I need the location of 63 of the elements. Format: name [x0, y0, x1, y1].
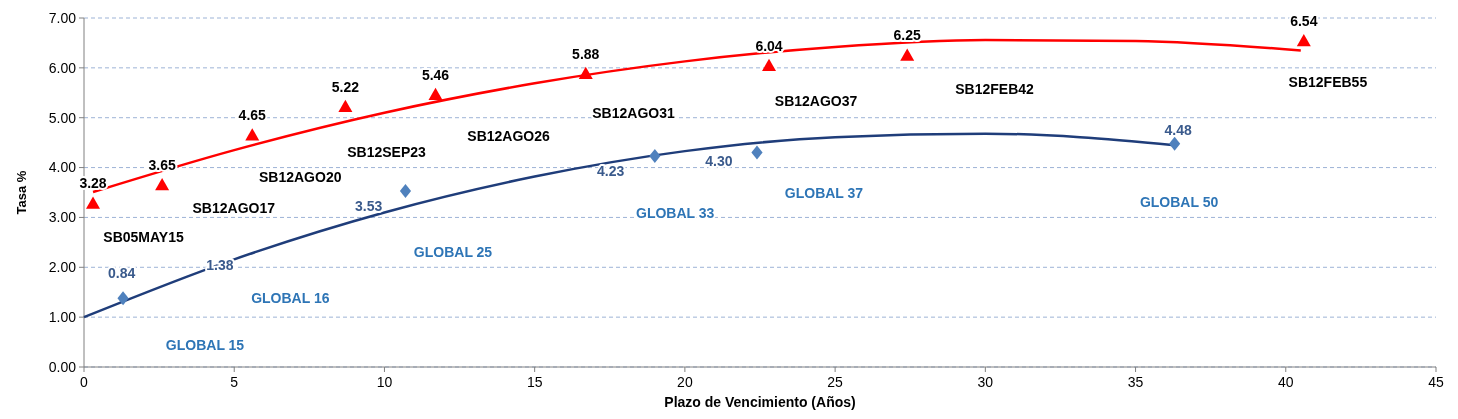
annotation: SB12AGO26 — [467, 128, 550, 145]
annotation: SB05MAY15 — [103, 228, 184, 245]
x-tick-label: 0 — [80, 374, 89, 390]
y-tick-label: 3.00 — [48, 209, 77, 226]
y-tick-label: 0.00 — [48, 358, 77, 375]
y-tick-label: 4.00 — [48, 159, 77, 176]
annotation: SB12AGO31 — [592, 105, 675, 122]
x-tick-label: 30 — [977, 374, 994, 390]
x-tick-label: 10 — [376, 374, 393, 390]
data-label: 6.25 — [893, 27, 922, 44]
y-tick-label: 1.00 — [48, 309, 77, 326]
point — [338, 99, 353, 112]
y-tick-label: 7.00 — [48, 9, 77, 26]
point — [86, 196, 101, 209]
annotation: SB12AGO20 — [259, 168, 342, 185]
annotation: GLOBAL 25 — [413, 243, 493, 260]
x-tick-label: 45 — [1428, 374, 1444, 390]
annotation: GLOBAL 37 — [784, 184, 864, 201]
point — [751, 145, 763, 160]
y-tick-label: 2.00 — [48, 259, 77, 276]
point — [578, 66, 593, 80]
annotation: SB12AGO17 — [192, 199, 276, 216]
y-tick-label: 6.00 — [48, 59, 77, 76]
x-tick-label: 25 — [827, 374, 844, 390]
x-tick-label: 5 — [230, 374, 239, 390]
data-label: 5.22 — [331, 78, 360, 95]
point — [762, 58, 777, 72]
point — [245, 128, 260, 141]
annotation: GLOBAL 15 — [165, 337, 245, 354]
annotation: GLOBAL 33 — [636, 204, 715, 221]
y-tick-label: 5.00 — [48, 109, 77, 126]
x-tick-label: 35 — [1127, 374, 1144, 390]
point — [1296, 33, 1311, 47]
annotation: 4.30 — [705, 153, 733, 170]
data-label: 4.65 — [238, 107, 267, 124]
annotation: SB12SEP23 — [347, 144, 427, 161]
point — [155, 178, 170, 191]
point — [399, 184, 412, 198]
x-tick-label: 40 — [1277, 374, 1294, 390]
annotation: GLOBAL 16 — [251, 290, 330, 307]
annotation: 4.23 — [597, 163, 625, 180]
data-label: 3.65 — [148, 157, 176, 174]
annotation: GLOBAL 50 — [1139, 193, 1219, 210]
data-label: 6.04 — [755, 37, 783, 54]
point — [1169, 136, 1181, 151]
annotation: SB12FEB55 — [1288, 73, 1368, 90]
annotation: SB12FEB42 — [955, 81, 1035, 98]
annotation: 3.53 — [355, 197, 383, 214]
point — [428, 87, 443, 101]
data-label: 3.28 — [79, 175, 107, 192]
point — [900, 48, 915, 61]
x-tick-label: 15 — [526, 374, 543, 390]
data-label: 5.88 — [572, 45, 600, 62]
annotation: 0.84 — [108, 265, 136, 282]
annotation: 4.48 — [1164, 122, 1192, 139]
y-axis-title: Tasa % — [14, 170, 29, 215]
x-axis-title: Plazo de Vencimiento (Años) — [664, 394, 856, 410]
point — [117, 291, 129, 306]
data-label: 6.54 — [1290, 12, 1318, 29]
point — [649, 149, 661, 164]
x-tick-label: 20 — [677, 374, 693, 390]
data-label: 5.46 — [421, 66, 450, 83]
annotation: SB12AGO37 — [774, 93, 858, 110]
